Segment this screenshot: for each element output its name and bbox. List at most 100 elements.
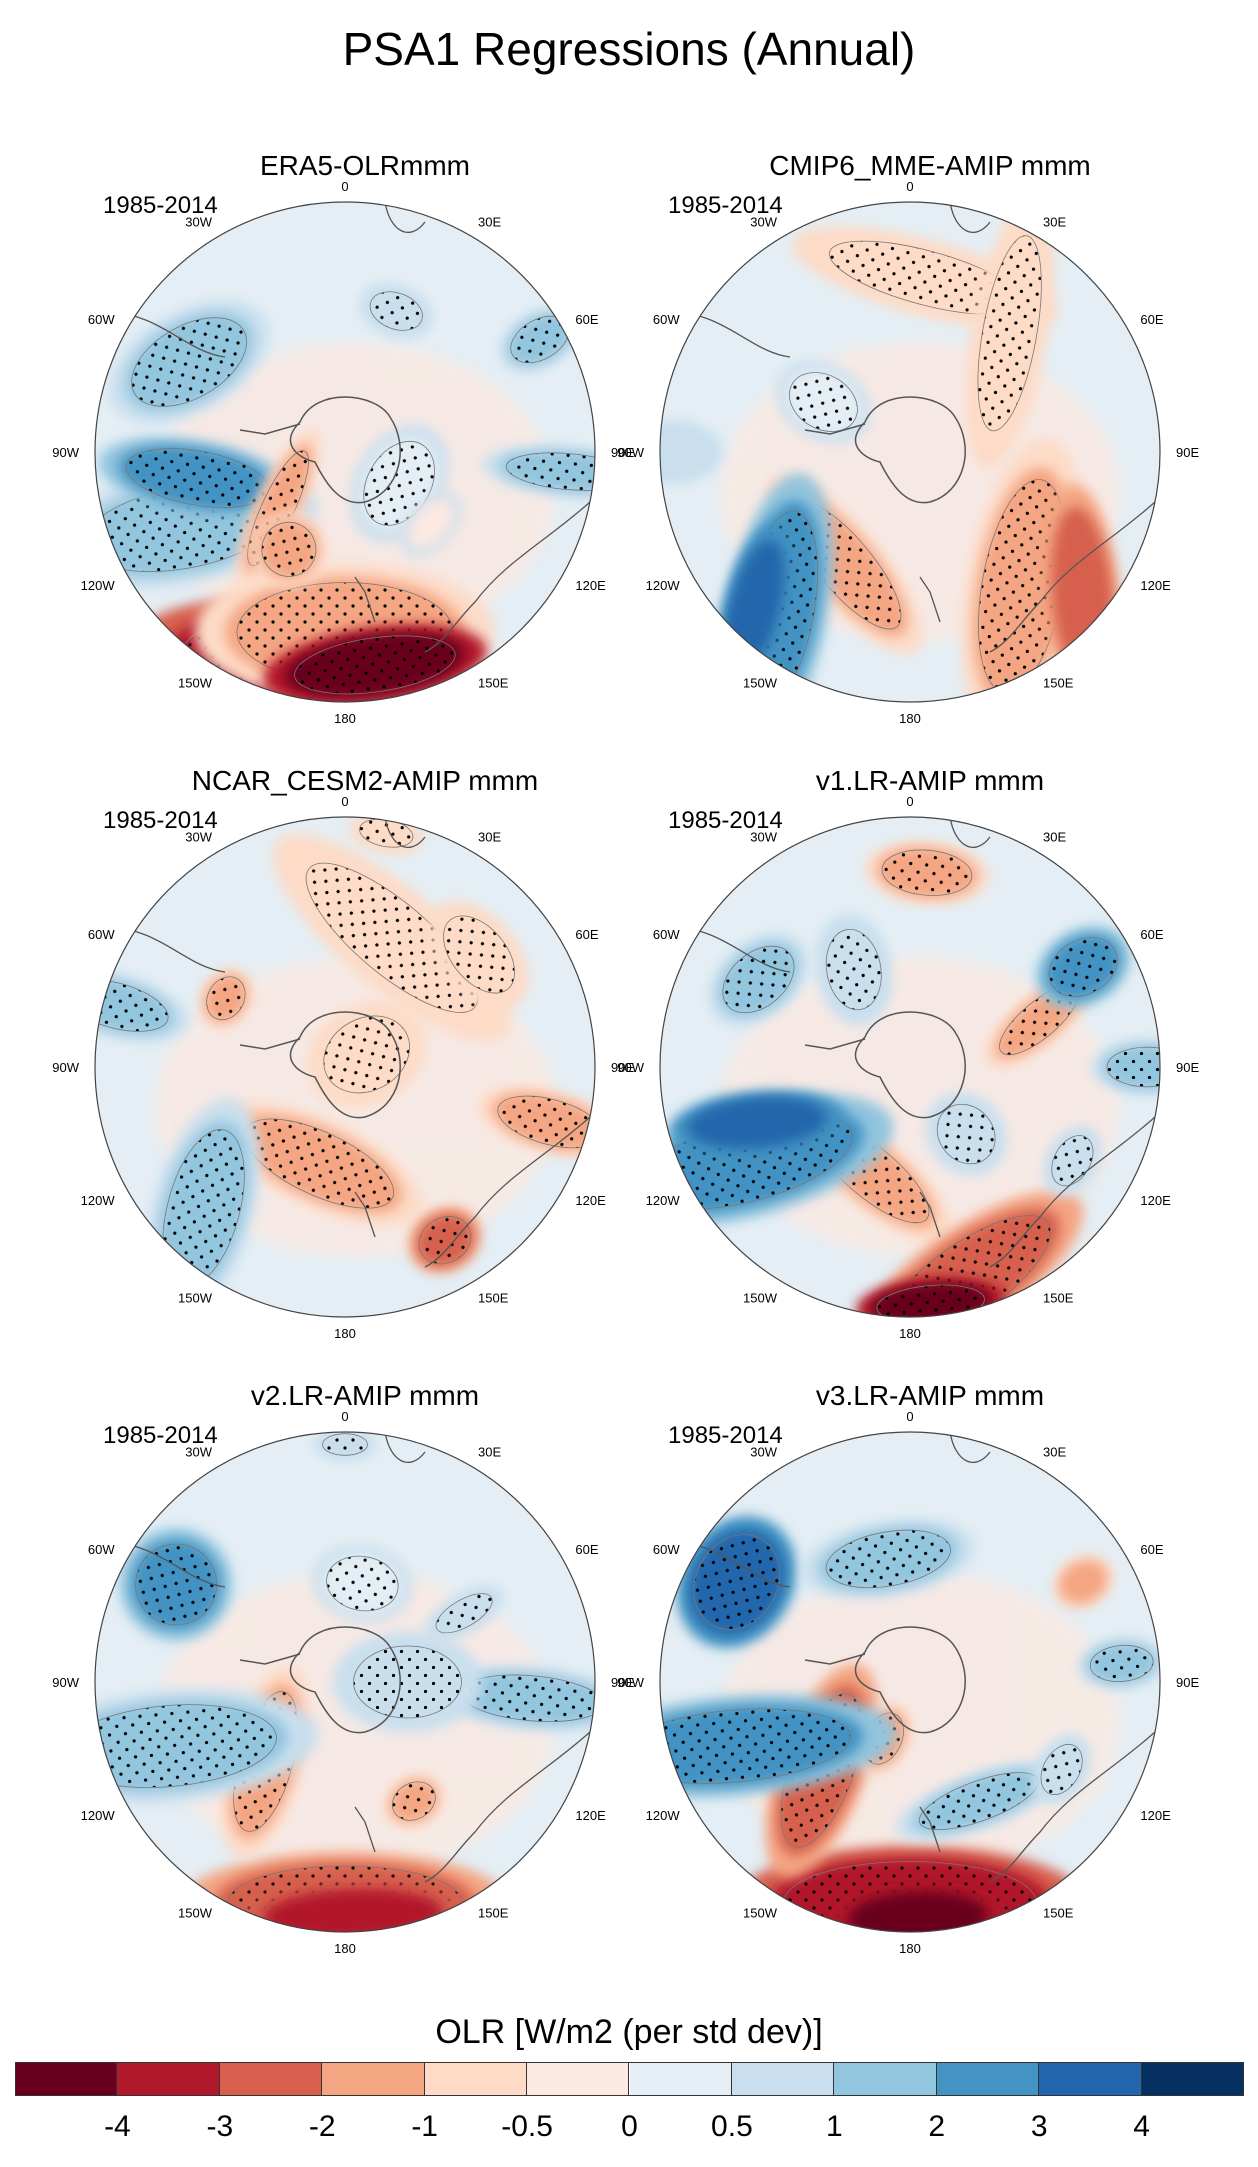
australia-coastline bbox=[989, 1116, 1156, 1268]
antarctica-coastline bbox=[289, 1011, 401, 1119]
longitude-label: 90E bbox=[1176, 1675, 1199, 1690]
antarctica-coastline bbox=[854, 396, 966, 504]
colorbar-tick-label: 1 bbox=[825, 2110, 843, 2143]
panel-period: 1985-2014 bbox=[668, 807, 783, 834]
longitude-label: 180 bbox=[334, 1326, 356, 1341]
longitude-label: 30W bbox=[750, 215, 777, 230]
longitude-label: 120E bbox=[1140, 1808, 1171, 1823]
longitude-label: 180 bbox=[899, 711, 921, 726]
longitude-label: 120W bbox=[81, 578, 116, 593]
colorbar-swatch bbox=[1141, 2062, 1244, 2096]
significance-stipple bbox=[391, 1781, 436, 1821]
longitude-label: 120W bbox=[81, 1193, 116, 1208]
longitude-label: 120W bbox=[646, 1808, 681, 1823]
longitude-label: 60W bbox=[88, 312, 115, 327]
anomaly-region bbox=[1059, 1560, 1108, 1604]
panel-title: CMIP6_MME-AMIP mmm bbox=[769, 150, 1091, 181]
australia-coastline bbox=[989, 501, 1156, 653]
map-boundary bbox=[94, 1431, 596, 1933]
longitude-label: 150E bbox=[478, 1290, 509, 1305]
longitude-label: 60W bbox=[653, 1542, 680, 1557]
significance-stipple bbox=[435, 1593, 493, 1634]
peninsula-coastline bbox=[804, 1653, 866, 1665]
antarctica-coastline bbox=[289, 1626, 401, 1734]
longitude-label: 90E bbox=[611, 445, 634, 460]
longitude-label: 150E bbox=[1043, 675, 1074, 690]
longitude-label: 150E bbox=[478, 1905, 509, 1920]
significance-stipple bbox=[369, 291, 423, 331]
longitude-label: 120E bbox=[575, 578, 606, 593]
map-boundary bbox=[659, 1431, 1161, 1933]
colorbar-tick-label: 0 bbox=[621, 2110, 638, 2143]
africa-coastline bbox=[384, 817, 426, 849]
colorbar-tick-label: 4 bbox=[1133, 2110, 1150, 2143]
significance-stipple bbox=[323, 1015, 411, 1094]
significance-stipple bbox=[95, 979, 169, 1032]
longitude-label: 150W bbox=[178, 1290, 213, 1305]
panel-title: NCAR_CESM2-AMIP mmm bbox=[191, 765, 539, 796]
significance-stipple bbox=[294, 635, 456, 695]
map-panel-era5: ERA5-OLRmmm 1985-2014 0 30E 60E 90E 120E 150E… bbox=[52, 150, 645, 750]
map-panel-cmip6: CMIP6_MME-AMIP mmm 1985-2014 0 30E 60E 90E 1… bbox=[617, 150, 1210, 750]
new-zealand-coastline bbox=[354, 1191, 376, 1238]
significance-stipple bbox=[305, 862, 479, 1013]
map-boundary bbox=[94, 816, 596, 1318]
significance-stipple bbox=[1048, 937, 1118, 997]
australia-coastline bbox=[424, 501, 591, 653]
map-field bbox=[660, 817, 1160, 1317]
longitude-label: 120W bbox=[646, 578, 681, 593]
australia-coastline bbox=[424, 1731, 591, 1883]
map-field bbox=[95, 202, 595, 702]
colorbar-swatch bbox=[834, 2062, 937, 2096]
longitude-label: 0 bbox=[341, 794, 348, 809]
map-panel-v2: v2.LR-AMIP mmm 1985-2014 0 30E 60E 90E 120E 1… bbox=[52, 1380, 645, 1980]
longitude-label: 150W bbox=[743, 675, 778, 690]
significance-stipple bbox=[326, 1555, 399, 1612]
polar-map: 0 30E 60E 90E 120E 150E 180 150W 120W 90W 60W 30W bbox=[52, 794, 634, 1341]
longitude-label: 0 bbox=[906, 179, 913, 194]
panel-period: 1985-2014 bbox=[103, 1422, 218, 1449]
longitude-label: 180 bbox=[899, 1941, 921, 1956]
panel-period: 1985-2014 bbox=[668, 1422, 783, 1449]
longitude-label: 30E bbox=[478, 830, 501, 845]
figure-title: PSA1 Regressions (Annual) bbox=[342, 23, 916, 75]
longitude-label: 90W bbox=[52, 445, 79, 460]
colorbar-tick-label: 3 bbox=[1030, 2110, 1048, 2143]
map-boundary bbox=[659, 201, 1161, 703]
colorbar-swatch bbox=[629, 2062, 732, 2096]
longitude-label: 150W bbox=[178, 675, 213, 690]
longitude-label: 60W bbox=[88, 927, 115, 942]
longitude-label: 30E bbox=[1043, 215, 1066, 230]
longitude-label: 150E bbox=[1043, 1905, 1074, 1920]
significance-stipple bbox=[789, 372, 858, 432]
colorbar-tick-label: -4 bbox=[104, 2110, 131, 2143]
longitude-label: 0 bbox=[341, 179, 348, 194]
longitude-label: 150W bbox=[178, 1905, 213, 1920]
panel-title: ERA5-OLRmmm bbox=[259, 150, 470, 181]
significance-stipple bbox=[418, 1216, 472, 1265]
longitude-label: 60E bbox=[575, 312, 598, 327]
panel-period: 1985-2014 bbox=[103, 192, 218, 219]
significance-stipple bbox=[977, 235, 1042, 432]
longitude-label: 90W bbox=[52, 1675, 79, 1690]
significance-stipple bbox=[825, 929, 882, 1011]
significance-stipple bbox=[322, 1433, 368, 1456]
map-field bbox=[660, 1432, 1160, 1932]
significance-stipple bbox=[353, 1645, 462, 1719]
longitude-label: 30E bbox=[478, 1445, 501, 1460]
colorbar-swatch bbox=[731, 2062, 835, 2096]
longitude-label: 90E bbox=[1176, 445, 1199, 460]
significance-stipple bbox=[693, 1534, 781, 1630]
new-zealand-coastline bbox=[354, 1806, 376, 1853]
map-panel-cesm2: NCAR_CESM2-AMIP mmm 1985-2014 0 30E 60E 90E… bbox=[52, 765, 645, 1365]
longitude-label: 60W bbox=[653, 312, 680, 327]
longitude-label: 120E bbox=[575, 1193, 606, 1208]
longitude-label: 60E bbox=[1140, 312, 1163, 327]
longitude-label: 30W bbox=[185, 1445, 212, 1460]
longitude-label: 90W bbox=[617, 1675, 644, 1690]
anomaly-region bbox=[687, 1096, 828, 1149]
panel-title: v1.LR-AMIP mmm bbox=[815, 765, 1045, 796]
longitude-label: 150E bbox=[478, 675, 509, 690]
significance-stipple bbox=[505, 452, 595, 491]
new-zealand-coastline bbox=[919, 1806, 941, 1853]
